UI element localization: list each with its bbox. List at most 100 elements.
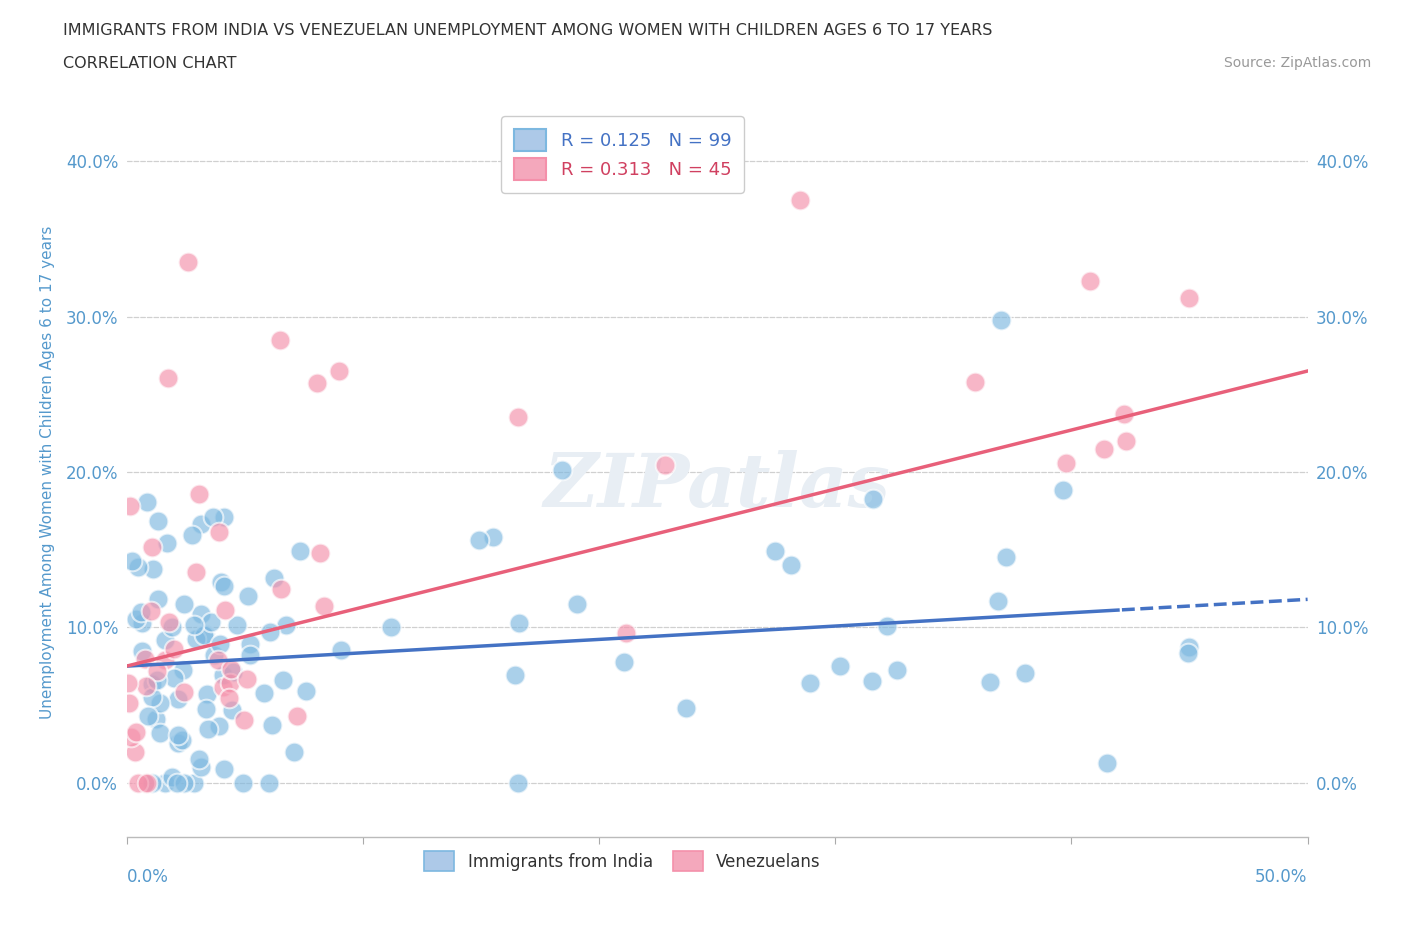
Point — [117, 675, 139, 690]
Point — [157, 614, 180, 629]
Point — [468, 533, 491, 548]
Point — [675, 701, 697, 716]
Point — [481, 529, 503, 544]
Point — [163, 641, 186, 656]
Point — [181, 527, 204, 542]
Point — [153, 632, 176, 647]
Point — [186, 631, 208, 646]
Point — [779, 558, 801, 573]
Point — [860, 673, 883, 688]
Point — [202, 647, 225, 662]
Point — [1014, 666, 1036, 681]
Point — [124, 745, 146, 760]
Point — [987, 594, 1010, 609]
Point — [193, 628, 215, 643]
Point — [160, 619, 183, 634]
Point — [197, 721, 219, 736]
Point — [141, 677, 163, 692]
Point — [614, 626, 637, 641]
Point — [508, 410, 530, 425]
Point — [1052, 482, 1074, 497]
Point — [190, 760, 212, 775]
Point — [763, 544, 786, 559]
Point — [125, 724, 148, 739]
Point — [141, 604, 163, 618]
Point — [508, 616, 530, 631]
Point — [127, 560, 149, 575]
Point — [314, 599, 336, 614]
Point — [195, 686, 218, 701]
Point — [963, 374, 986, 389]
Point — [145, 711, 167, 726]
Point — [308, 545, 330, 560]
Point — [214, 603, 236, 618]
Point — [236, 589, 259, 604]
Point — [212, 510, 235, 525]
Point — [257, 776, 280, 790]
Point — [1115, 433, 1137, 448]
Point — [1178, 640, 1201, 655]
Point — [163, 671, 186, 685]
Point — [219, 662, 242, 677]
Point — [127, 776, 149, 790]
Point — [173, 776, 195, 790]
Point — [134, 776, 156, 790]
Point — [172, 732, 194, 747]
Point — [142, 561, 165, 576]
Text: 50.0%: 50.0% — [1256, 868, 1308, 885]
Point — [260, 718, 283, 733]
Point — [789, 193, 811, 207]
Point — [208, 718, 231, 733]
Text: 0.0%: 0.0% — [127, 868, 169, 885]
Point — [222, 665, 245, 680]
Point — [172, 662, 194, 677]
Point — [156, 536, 179, 551]
Point — [654, 458, 676, 472]
Point — [183, 776, 205, 790]
Point — [166, 728, 188, 743]
Point — [157, 370, 180, 385]
Point — [236, 671, 259, 686]
Point — [136, 709, 159, 724]
Point — [166, 776, 188, 790]
Point — [263, 571, 285, 586]
Point — [259, 625, 281, 640]
Point — [141, 539, 163, 554]
Point — [225, 618, 247, 632]
Point — [148, 696, 170, 711]
Point — [121, 553, 143, 568]
Point — [269, 333, 291, 348]
Point — [1112, 406, 1135, 421]
Point — [141, 776, 163, 790]
Point — [270, 582, 292, 597]
Point — [121, 730, 143, 745]
Point — [305, 375, 328, 390]
Point — [207, 652, 229, 667]
Point — [134, 651, 156, 666]
Point — [129, 604, 152, 619]
Legend: Immigrants from India, Venezuelans: Immigrants from India, Venezuelans — [416, 843, 830, 880]
Point — [135, 679, 157, 694]
Point — [994, 550, 1017, 565]
Point — [200, 615, 222, 630]
Point — [153, 776, 176, 790]
Point — [136, 495, 159, 510]
Point — [876, 618, 898, 633]
Point — [1078, 273, 1101, 288]
Point — [238, 648, 260, 663]
Point — [208, 636, 231, 651]
Point — [508, 776, 530, 790]
Point — [551, 463, 574, 478]
Text: Source: ZipAtlas.com: Source: ZipAtlas.com — [1223, 56, 1371, 70]
Point — [190, 606, 212, 621]
Point — [166, 735, 188, 750]
Point — [1054, 456, 1077, 471]
Y-axis label: Unemployment Among Women with Children Ages 6 to 17 years: Unemployment Among Women with Children A… — [39, 225, 55, 719]
Point — [118, 498, 141, 513]
Point — [330, 643, 353, 658]
Point — [188, 486, 211, 501]
Point — [194, 626, 217, 641]
Point — [186, 565, 208, 579]
Point — [271, 672, 294, 687]
Point — [233, 712, 256, 727]
